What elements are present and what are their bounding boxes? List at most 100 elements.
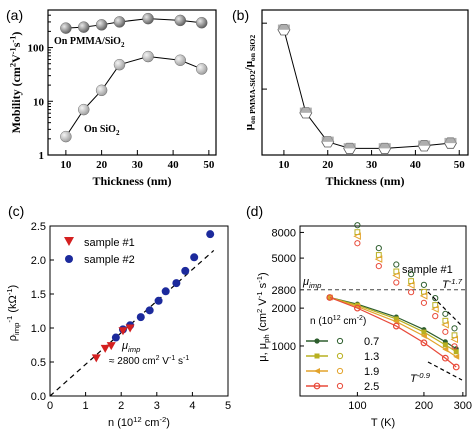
panel-d-point bbox=[392, 322, 400, 330]
panel-c-point-sample1 bbox=[100, 344, 110, 353]
panel-d-legend-open-marker bbox=[336, 382, 344, 390]
panel-d-legend-label: 2.5 bbox=[364, 381, 379, 393]
panel-d-ytick-label: 2000 bbox=[272, 303, 296, 315]
panel-a-point bbox=[142, 50, 154, 63]
panel-a-point bbox=[95, 19, 108, 31]
panel-d-slope-label-2: T-0.9 bbox=[410, 371, 431, 385]
panel-d-xtick-label: 300 bbox=[454, 400, 472, 412]
panel-b-point-shade bbox=[444, 137, 457, 144]
panel-a-point bbox=[95, 84, 108, 97]
panel-c-legend-label-2: sample #2 bbox=[84, 254, 135, 266]
panel-d-open-marker bbox=[406, 281, 415, 290]
panel-c-point-sample2 bbox=[172, 279, 181, 288]
panel-b-point-shade bbox=[418, 140, 431, 146]
panel-a-xlabel: Thickness (nm) bbox=[92, 174, 171, 188]
panel-c-point-sample2 bbox=[145, 306, 154, 315]
panel-d-legend-marker bbox=[314, 338, 320, 344]
panel-d-point bbox=[453, 353, 460, 360]
panel-c-xtick-label: 2 bbox=[118, 400, 124, 412]
panel-b-point-shade bbox=[321, 136, 334, 142]
panel-d-ylabel: μ, μph (cm2 V-1 s-1) bbox=[255, 272, 271, 361]
panel-a-ytick-label: 1 bbox=[39, 150, 45, 162]
panel-d-open-marker bbox=[431, 305, 439, 313]
panel-a-ytick-label: 10 bbox=[33, 96, 45, 108]
panel-b: (b) 10 20 30 40 50 Thickness (nm) μon PMMA-SiO2… bbox=[232, 7, 469, 188]
panel-d-xtick-label: 100 bbox=[348, 400, 366, 412]
panel-d-legend-label: 1.3 bbox=[364, 351, 379, 363]
panel-d-open-marker bbox=[451, 325, 458, 332]
panel-c-frame bbox=[49, 225, 229, 397]
panel-b-point-shade bbox=[299, 107, 312, 113]
panel-c-ytick-label: 0.0 bbox=[31, 391, 46, 403]
panel-c-ytick-label: 1.5 bbox=[31, 289, 46, 301]
panel-d-open-marker bbox=[408, 289, 415, 296]
panel-a-point bbox=[113, 16, 126, 28]
panel-c-annotation-2: ≈ 2800 cm2 V-1 s-1 bbox=[109, 355, 189, 367]
panel-a-xtick-label: 50 bbox=[203, 159, 215, 171]
panel-d-point bbox=[421, 329, 427, 335]
panel-d-frame bbox=[299, 225, 467, 397]
panel-a-point bbox=[113, 58, 126, 71]
panel-d-open-marker bbox=[393, 261, 400, 268]
panel-b-point-shade bbox=[343, 143, 356, 149]
panel-d-slope-line-1 bbox=[427, 291, 463, 327]
panel-d-open-marker bbox=[442, 310, 449, 317]
panel-a-point bbox=[196, 17, 208, 29]
panel-d-open-marker bbox=[393, 279, 400, 286]
panel-d-open-marker bbox=[442, 328, 449, 335]
panel-a-ytick-label: 100 bbox=[28, 43, 45, 55]
panel-a-xtick-label: 40 bbox=[168, 159, 180, 171]
panel-a-point bbox=[196, 63, 208, 75]
panel-d-open-marker bbox=[374, 255, 383, 263]
panel-d-legend-marker bbox=[313, 382, 321, 390]
panel-d-open-marker bbox=[375, 244, 382, 252]
panel-c-point-sample2 bbox=[181, 266, 190, 275]
panel-d-point bbox=[442, 346, 449, 353]
panel-d-sample-label: sample #1 bbox=[402, 264, 453, 276]
panel-a-xtick-label: 20 bbox=[96, 159, 108, 171]
panel-c-point-sample1 bbox=[125, 324, 135, 333]
panel-d-legend-open-marker bbox=[336, 367, 344, 375]
panel-d-legend-label: 1.9 bbox=[364, 366, 379, 378]
panel-c-point-sample2 bbox=[190, 253, 199, 262]
panel-d-point bbox=[442, 342, 448, 348]
panel-d: (d) 100 200 300 8000 5000 2800 2000 1000 T (K) μ, … bbox=[246, 203, 472, 429]
panel-d-point bbox=[453, 349, 459, 355]
panel-b-series-line bbox=[283, 29, 451, 149]
panel-d-legend-open-marker bbox=[336, 337, 344, 345]
panel-d-slope-label-1: T-1.7 bbox=[442, 277, 463, 291]
panel-d-open-marker bbox=[420, 299, 428, 306]
panel-c-legend-marker-2 bbox=[65, 255, 73, 263]
panel-c-ytick-label: 2.0 bbox=[31, 255, 46, 267]
panel-d-open-marker bbox=[432, 313, 439, 320]
panel-d-xtick-label: 200 bbox=[415, 400, 433, 412]
panel-b-xtick-label: 50 bbox=[454, 159, 466, 171]
panel-d-open-marker bbox=[441, 321, 449, 329]
panel-d-xlabel: T (K) bbox=[371, 417, 395, 429]
panel-c-point-sample2 bbox=[161, 287, 170, 296]
panel-d-point bbox=[441, 354, 449, 362]
panel-a-label: (a) bbox=[6, 7, 23, 23]
panel-a-xtick-label: 10 bbox=[60, 159, 72, 171]
panel-c-legend-marker-1 bbox=[64, 237, 74, 246]
panel-c-point-sample2 bbox=[154, 296, 163, 305]
panel-d-open-marker bbox=[375, 262, 382, 270]
panel-a-point bbox=[174, 54, 186, 66]
panel-d-open-marker bbox=[392, 271, 400, 280]
panel-c-point-sample1 bbox=[118, 327, 128, 336]
panel-d-ytick-label: 2800 bbox=[272, 285, 296, 297]
panel-c-point-sample2 bbox=[206, 230, 215, 239]
panel-c-xtick-label: 4 bbox=[189, 400, 195, 412]
panel-c-xtick-label: 5 bbox=[225, 400, 231, 412]
panel-c-xtick-label: 1 bbox=[83, 400, 89, 412]
panel-d-ytick-label: 5000 bbox=[272, 253, 296, 265]
panel-d-point bbox=[393, 316, 399, 322]
panel-d-open-marker bbox=[450, 335, 458, 344]
panel-c-point-sample1 bbox=[106, 342, 116, 351]
panel-a-point bbox=[78, 103, 90, 116]
panel-d-legend-open-marker bbox=[336, 352, 344, 360]
panel-b-xtick-label: 10 bbox=[278, 159, 290, 171]
panel-c-ylabel: ρimp-1 (kΩ-1) bbox=[5, 285, 21, 341]
panel-d-legend-title: n (1012 cm-2) bbox=[310, 315, 366, 327]
